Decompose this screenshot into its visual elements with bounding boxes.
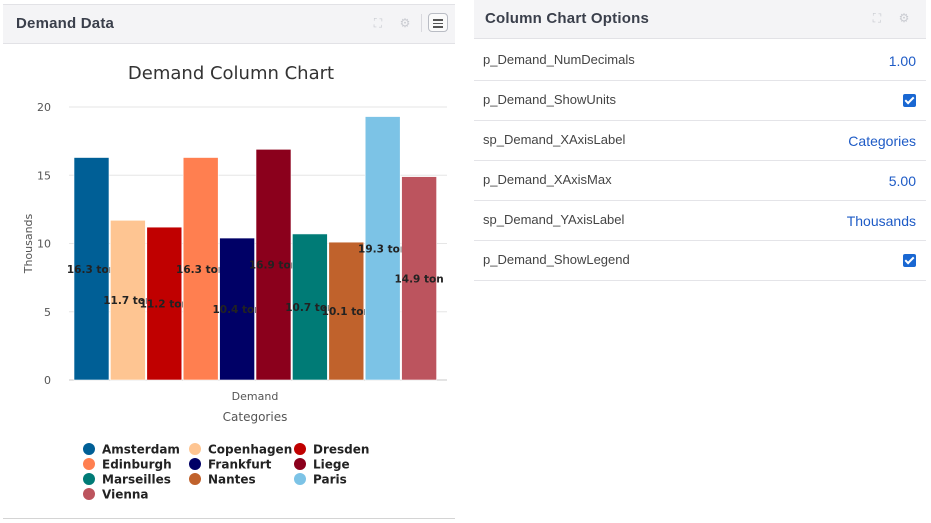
- option-row-x-axis-max: p_Demand_XAxisMax 5.00: [474, 160, 926, 201]
- option-label: sp_Demand_YAxisLabel: [483, 212, 625, 227]
- column-chart-options-panel: Column Chart Options ⛶ ⚙ p_Demand_NumDec…: [474, 0, 926, 518]
- x-axis-title: Categories: [223, 410, 288, 424]
- legend-item-copenhagen: Copenhagen: [208, 443, 292, 457]
- x-axis-max-value[interactable]: 5.00: [888, 173, 916, 189]
- panel-title: Column Chart Options: [485, 10, 649, 27]
- bar-dresden: [146, 226, 183, 381]
- option-label: sp_Demand_XAxisLabel: [483, 132, 626, 147]
- bar-paris: [364, 116, 401, 381]
- y-tick-label: 20: [37, 101, 51, 114]
- data-label: 16.3 ton: [67, 264, 116, 276]
- chart-title: Demand Column Chart: [128, 63, 334, 84]
- legend-marker: [83, 473, 95, 485]
- option-label: p_Demand_ShowUnits: [483, 92, 616, 107]
- option-row-x-axis-label: sp_Demand_XAxisLabel Categories: [474, 120, 926, 161]
- show-legend-checkbox[interactable]: [903, 254, 916, 267]
- chart-menu-button[interactable]: [428, 13, 448, 32]
- legend-item-paris: Paris: [313, 473, 347, 487]
- legend-marker: [189, 473, 201, 485]
- panel-title: Demand Data: [16, 15, 115, 32]
- expand-icon[interactable]: ⛶: [872, 11, 882, 25]
- expand-icon[interactable]: ⛶: [373, 16, 383, 30]
- y-axis-title: Thousands: [22, 213, 35, 274]
- option-row-show-units: p_Demand_ShowUnits: [474, 80, 926, 121]
- legend-item-vienna: Vienna: [102, 488, 149, 502]
- data-label: 10.7 ton: [285, 302, 334, 314]
- y-tick-label: 0: [44, 374, 51, 387]
- bar-marseilles: [292, 233, 328, 381]
- y-tick-label: 15: [37, 169, 51, 182]
- num-decimals-value[interactable]: 1.00: [888, 53, 916, 69]
- legend-item-liege: Liege: [313, 458, 350, 472]
- hamburger-line: [433, 22, 443, 24]
- header-divider: [421, 14, 422, 32]
- hamburger-menu-icon: [433, 19, 443, 21]
- legend-item-amsterdam: Amsterdam: [102, 443, 180, 457]
- y-tick-label: 5: [44, 306, 51, 319]
- legend-item-edinburgh: Edinburgh: [102, 458, 172, 472]
- show-units-checkbox[interactable]: [903, 94, 916, 107]
- legend-marker: [83, 488, 95, 500]
- x-axis-label-value[interactable]: Categories: [848, 133, 916, 149]
- y-tick-label: 10: [37, 238, 51, 251]
- legend-marker: [294, 473, 306, 485]
- legend-item-dresden: Dresden: [313, 443, 369, 457]
- option-label: p_Demand_ShowLegend: [483, 252, 630, 267]
- demand-data-panel: Demand Data ⛶ ⚙ Demand Column Chart 0 5 10 1…: [3, 0, 455, 519]
- gear-icon[interactable]: ⚙: [399, 16, 411, 30]
- data-label: 10.1 ton: [322, 306, 371, 318]
- demand-column-chart: Demand Column Chart 0 5 10 15 20 Thousands 16.3…: [22, 63, 447, 502]
- option-row-y-axis-label: sp_Demand_YAxisLabel Thousands: [474, 200, 926, 241]
- legend-marker: [83, 443, 95, 455]
- data-label: 11.7 ton: [103, 295, 152, 307]
- legend-marker: [189, 458, 201, 470]
- option-label: p_Demand_XAxisMax: [483, 172, 612, 187]
- option-label: p_Demand_NumDecimals: [483, 52, 635, 67]
- legend-marker: [294, 458, 306, 470]
- bar-vienna: [401, 176, 437, 381]
- bar-copenhagen: [110, 219, 146, 381]
- legend-item-nantes: Nantes: [208, 473, 256, 487]
- data-label: 16.3 ton: [176, 264, 225, 276]
- legend-marker: [294, 443, 306, 455]
- option-row-num-decimals: p_Demand_NumDecimals 1.00: [474, 40, 926, 81]
- y-axis-label-value[interactable]: Thousands: [846, 213, 916, 229]
- bar-edinburgh: [182, 157, 219, 381]
- data-label: 16.9 ton: [249, 260, 298, 272]
- demand-data-header: Demand Data ⛶ ⚙: [3, 4, 455, 44]
- options-header: Column Chart Options ⛶ ⚙: [474, 0, 926, 39]
- data-label: 19.3 ton: [358, 243, 407, 255]
- legend-marker: [189, 443, 201, 455]
- legend-marker: [83, 458, 95, 470]
- gear-icon[interactable]: ⚙: [898, 11, 910, 25]
- hamburger-line: [433, 26, 443, 28]
- option-row-show-legend: p_Demand_ShowLegend: [474, 240, 926, 281]
- data-label: 10.4 ton: [212, 304, 261, 316]
- data-label: 11.2 ton: [140, 299, 189, 311]
- bar-liege: [255, 149, 292, 381]
- x-tick-label: Demand: [232, 390, 279, 403]
- data-label: 14.9 ton: [394, 273, 443, 285]
- legend-item-marseilles: Marseilles: [102, 473, 171, 487]
- bar-nantes: [328, 241, 365, 381]
- legend-item-frankfurt: Frankfurt: [208, 458, 272, 472]
- bar-frankfurt: [219, 237, 255, 381]
- bar-amsterdam: [73, 157, 110, 381]
